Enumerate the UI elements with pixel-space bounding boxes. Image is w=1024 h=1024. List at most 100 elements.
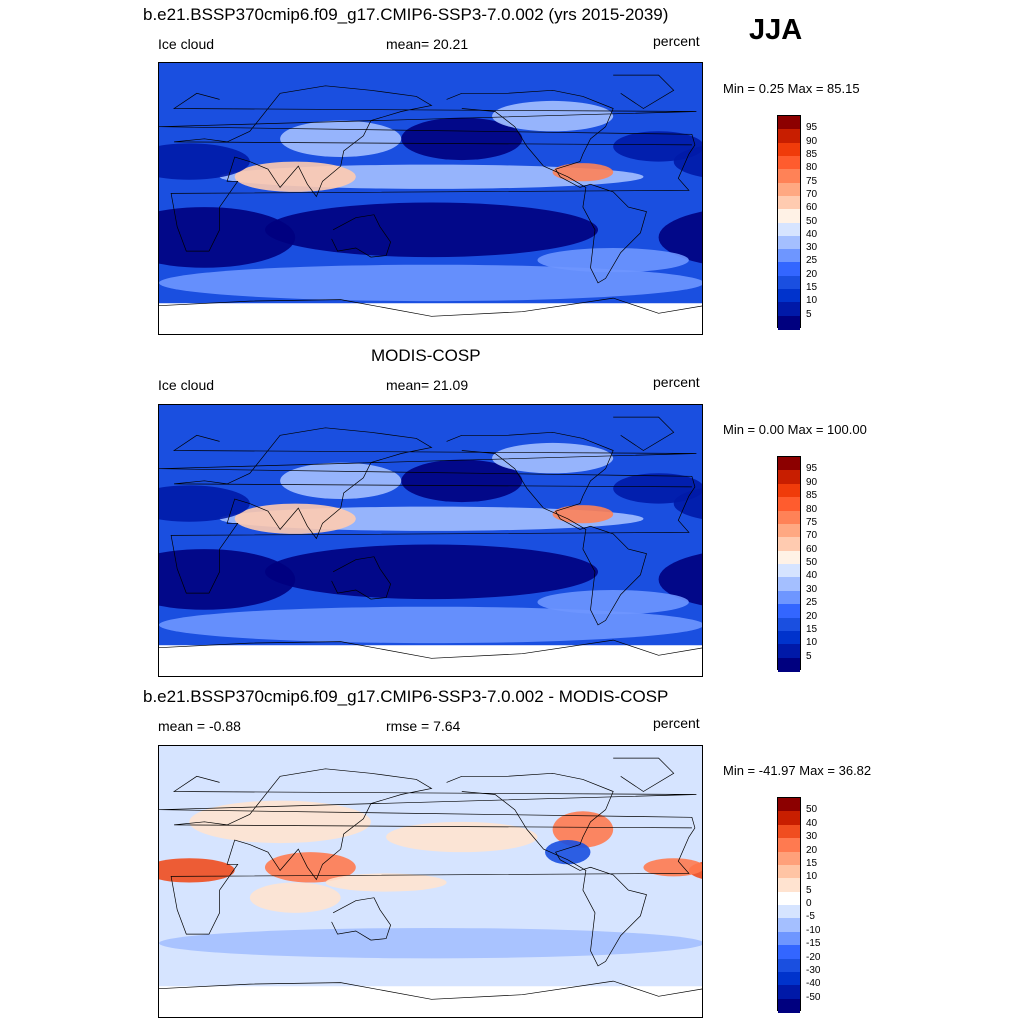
panel2-units-label: percent — [653, 374, 700, 390]
colorbar-swatch — [778, 457, 800, 471]
colorbar-tick-label: 10 — [806, 637, 818, 649]
colorbar-tick-label: 20 — [806, 268, 818, 280]
colorbar-swatch — [778, 142, 800, 157]
field-contour — [159, 928, 702, 959]
panel2-variable-label: Ice cloud — [158, 377, 215, 393]
coastline — [331, 214, 391, 258]
colorbar-swatch — [778, 510, 800, 525]
field-contour — [537, 590, 689, 615]
antarctica-mask — [159, 645, 702, 676]
field-contour — [280, 462, 402, 500]
colorbar-tick-label: 30 — [806, 583, 818, 595]
colorbar-tick-label: 70 — [806, 530, 818, 542]
colorbar-tick-label: 50 — [806, 557, 818, 568]
coastline — [613, 416, 675, 451]
colorbar-swatch — [778, 971, 800, 986]
colorbar-swatch — [778, 169, 800, 184]
colorbar-swatch — [778, 864, 800, 879]
colorbar-tick-label: 0 — [806, 898, 812, 909]
panel3-title: b.e21.BSSP370cmip6.f09_g17.CMIP6-SSP3-7.… — [143, 687, 669, 706]
colorbar-swatch — [778, 811, 800, 826]
field-contour — [386, 821, 538, 853]
field-contour — [673, 146, 702, 177]
colorbar-swatch — [778, 235, 800, 250]
panel2-mean-label: mean= 21.09 — [386, 377, 469, 393]
global-map-ice-cloud-model-icon — [159, 63, 702, 334]
colorbar-tick-label: 80 — [806, 162, 818, 174]
colorbar-swatch — [778, 195, 800, 210]
panel3-mean-label: mean = -0.88 — [158, 718, 241, 734]
field-contour — [552, 163, 614, 182]
coastline — [331, 556, 391, 600]
field-contour — [401, 459, 523, 503]
colorbar-swatch — [778, 222, 800, 237]
colorbar-swatch — [778, 497, 800, 511]
colorbar-swatch — [778, 918, 800, 933]
field-contour — [264, 202, 599, 258]
colorbar-tick-label: 15 — [806, 857, 818, 869]
field-contour — [234, 161, 356, 192]
colorbar-swatch — [778, 630, 800, 645]
colorbar-tick-label: 60 — [806, 202, 818, 214]
field-contour — [673, 488, 702, 519]
global-map-ice-cloud-obs-icon — [159, 405, 702, 676]
coastline — [331, 897, 391, 941]
panel1-minmax: Min = 0.25 Max = 85.15 — [723, 81, 860, 96]
colorbar-tick-label: 25 — [806, 255, 818, 267]
field-contour — [264, 544, 599, 600]
colorbar-tick-label: -30 — [806, 964, 821, 976]
colorbar-swatch — [778, 289, 800, 303]
field-contour — [159, 485, 250, 522]
colorbar-swatch — [778, 315, 800, 330]
coastline — [446, 89, 647, 284]
field-contour — [189, 800, 371, 844]
panel1-units-label: percent — [653, 33, 700, 49]
coastline — [159, 639, 702, 659]
field-contour — [159, 264, 702, 302]
colorbar-tick-label: 30 — [806, 831, 818, 843]
colorbar-swatch — [778, 604, 800, 618]
field-contour — [249, 882, 341, 913]
colorbar-swatch — [778, 209, 800, 223]
panel3-map — [158, 745, 703, 1018]
colorbar-tick-label: 5 — [806, 884, 812, 896]
colorbar-tick-label: 30 — [806, 242, 818, 254]
colorbar-tick-label: 75 — [806, 516, 818, 528]
colorbar-swatch — [778, 891, 800, 906]
colorbar-swatch — [778, 617, 800, 632]
colorbar-box — [777, 797, 801, 1013]
colorbar-swatch — [778, 577, 800, 592]
colorbar-tick-label: 15 — [806, 623, 818, 635]
panel3-minmax: Min = -41.97 Max = 36.82 — [723, 763, 872, 778]
colorbar-tick-label: 40 — [806, 817, 818, 829]
colorbar-tick-label: 80 — [806, 503, 818, 515]
colorbar-tick-label: 90 — [806, 476, 818, 488]
colorbar-tick-label: 25 — [806, 597, 818, 609]
colorbar-tick-label: 75 — [806, 175, 818, 187]
colorbar-swatch — [778, 985, 800, 1000]
colorbar-tick-label: 50 — [806, 215, 818, 227]
panel3-units-label: percent — [653, 715, 700, 731]
coastline — [159, 297, 702, 317]
colorbar-tick-label: 20 — [806, 844, 818, 856]
colorbar-tick-label: -20 — [806, 951, 821, 963]
colorbar-tick-label: 20 — [806, 610, 818, 622]
colorbar-tick-label: -15 — [806, 938, 821, 950]
coastline — [159, 768, 697, 935]
colorbar-tick-label: 60 — [806, 543, 818, 555]
colorbar-tick-label: 95 — [806, 122, 818, 134]
colorbar-tick-label: -5 — [806, 911, 815, 923]
colorbar-swatch — [778, 129, 800, 144]
colorbar-swatch — [778, 958, 800, 973]
colorbar-swatch — [778, 275, 800, 290]
colorbar-swatch — [778, 262, 800, 277]
field-contour — [234, 503, 356, 534]
field-contour — [159, 207, 296, 268]
field-contour — [537, 248, 689, 273]
colorbar-swatch — [778, 523, 800, 538]
colorbar-box — [777, 456, 801, 672]
panel3-colorbar: 50 40 30 20 15 10 5 0 -5 -10 -15 -20 -30 -40 -50 — [777, 797, 820, 1013]
coastline — [159, 980, 702, 1000]
field-contour — [552, 811, 614, 848]
colorbar-tick-label: -40 — [806, 978, 821, 990]
